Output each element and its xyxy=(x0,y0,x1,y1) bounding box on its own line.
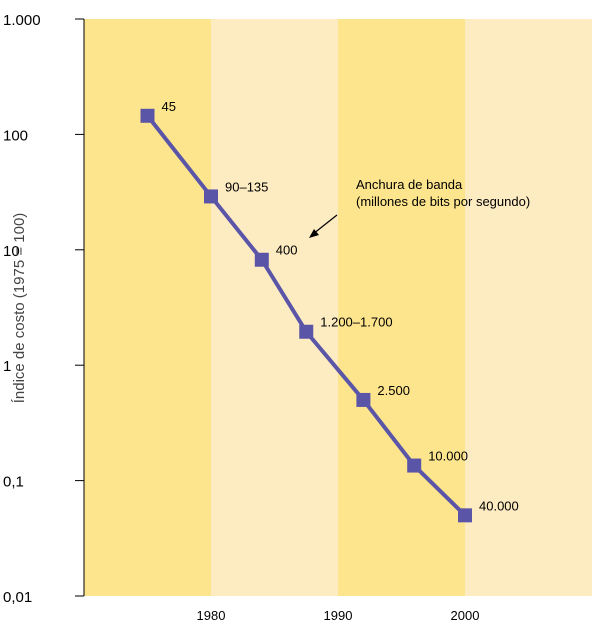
data-point xyxy=(204,189,218,204)
data-point xyxy=(458,508,472,523)
y-tick-label: 1 xyxy=(3,358,11,375)
data-point xyxy=(299,324,314,339)
background-band-light xyxy=(465,19,592,596)
annotation-arrowhead xyxy=(309,229,319,238)
background-band-dark xyxy=(84,19,211,596)
data-point-label: 1.200–1.700 xyxy=(320,315,392,330)
data-point-label: 400 xyxy=(276,243,298,258)
y-tick-label: 100 xyxy=(3,127,28,144)
data-point-label: 2.500 xyxy=(377,383,410,398)
data-point-label: 90–135 xyxy=(225,179,268,194)
annotation-text: (millones de bits por segundo) xyxy=(356,194,530,209)
annotation-arrow xyxy=(312,214,338,235)
data-point-label: 10.000 xyxy=(428,449,468,464)
data-point xyxy=(254,252,269,267)
data-point-label: 45 xyxy=(162,99,176,114)
data-point xyxy=(356,392,371,407)
x-tick-label: 1990 xyxy=(324,608,353,623)
x-tick-label: 2000 xyxy=(451,608,480,623)
data-point-label: 40.000 xyxy=(479,498,519,513)
y-tick-label: 10 xyxy=(3,243,20,260)
y-tick-label: 1.000 xyxy=(3,12,41,29)
annotation: Anchura de banda (millones de bits por se… xyxy=(309,177,530,238)
background-band-light xyxy=(211,19,338,596)
y-tick-label: 0,1 xyxy=(3,474,24,491)
annotation-text: Anchura de banda xyxy=(356,177,463,192)
series: 45 90–135 400 1.200–1.700 2.500 10.000 40.000 xyxy=(140,99,519,523)
y-axis-title: Índice de costo (1975 = 100) xyxy=(11,213,28,404)
data-point xyxy=(407,458,422,473)
background-band-dark xyxy=(338,19,465,596)
data-point xyxy=(140,108,155,123)
x-tick-label: 1980 xyxy=(197,608,226,623)
y-tick-label: 0,01 xyxy=(3,589,32,606)
x-ticks: 1980 1990 2000 xyxy=(197,608,480,623)
y-ticks: 0,01 0,1 1 10 100 1.000 xyxy=(3,12,84,606)
